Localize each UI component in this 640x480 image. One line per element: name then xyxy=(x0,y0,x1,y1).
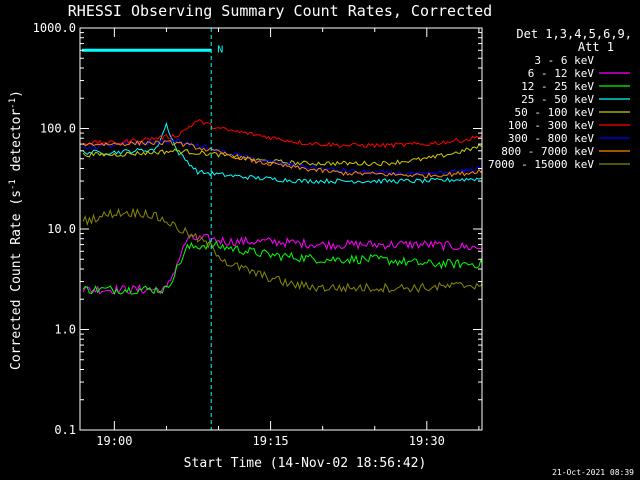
data-lines xyxy=(82,118,482,336)
series-line-3 xyxy=(82,121,482,185)
footer-date: 21-Oct-2021 08:39 xyxy=(552,468,634,477)
plot-area: NFS 1000.0 100.0 10.0 1.0 0.1 19:00 19:15 19:30 xyxy=(33,21,483,448)
legend-label: 800 - 7000 keV xyxy=(501,145,594,158)
series-line-6 xyxy=(83,138,482,177)
legend-label: 6 - 12 keV xyxy=(528,67,595,80)
y-tick-label: 0.1 xyxy=(54,423,76,437)
x-tick-label: 19:15 xyxy=(253,434,289,448)
legend-label: 25 - 50 keV xyxy=(521,93,594,106)
chart-title: RHESSI Observing Summary Count Rates, Co… xyxy=(68,2,492,20)
legend-label: 50 - 100 keV xyxy=(515,106,595,119)
y-tick-label: 1.0 xyxy=(54,323,76,337)
x-tick-label: 19:30 xyxy=(409,434,445,448)
night-bar-label: N xyxy=(217,44,223,55)
x-ticks: 19:00 19:15 19:30 xyxy=(96,28,480,448)
legend-header-detectors: Det 1,3,4,5,6,9, xyxy=(516,27,632,41)
x-axis-label: Start Time (14-Nov-02 18:56:42) xyxy=(184,456,427,471)
x-tick-label: 19:00 xyxy=(96,434,132,448)
legend-header-attenuator: Att 1 xyxy=(578,40,614,54)
legend-label: 100 - 300 keV xyxy=(508,119,594,132)
series-line-7 xyxy=(82,140,482,179)
y-axis-label: Corrected Count Rate (s-1 detector-1) xyxy=(8,90,24,370)
y-tick-label: 1000.0 xyxy=(33,21,76,35)
series-line-4 xyxy=(82,144,482,167)
y-tick-label: 100.0 xyxy=(40,122,76,136)
annotation-markers: NFS xyxy=(82,28,223,430)
series-line-0 xyxy=(82,270,482,336)
y-tick-label: 10.0 xyxy=(47,222,76,236)
legend-label: 3 - 6 keV xyxy=(534,54,594,67)
series-line-2 xyxy=(82,240,482,295)
legend-label: 300 - 800 keV xyxy=(508,132,594,145)
legend-label: 12 - 25 keV xyxy=(521,80,594,93)
series-line-8 xyxy=(82,207,482,294)
series-line-1 xyxy=(82,233,482,295)
legend-label: 7000 - 15000 keV xyxy=(488,158,594,171)
y-ticks: 1000.0 100.0 10.0 1.0 0.1 xyxy=(33,21,482,437)
